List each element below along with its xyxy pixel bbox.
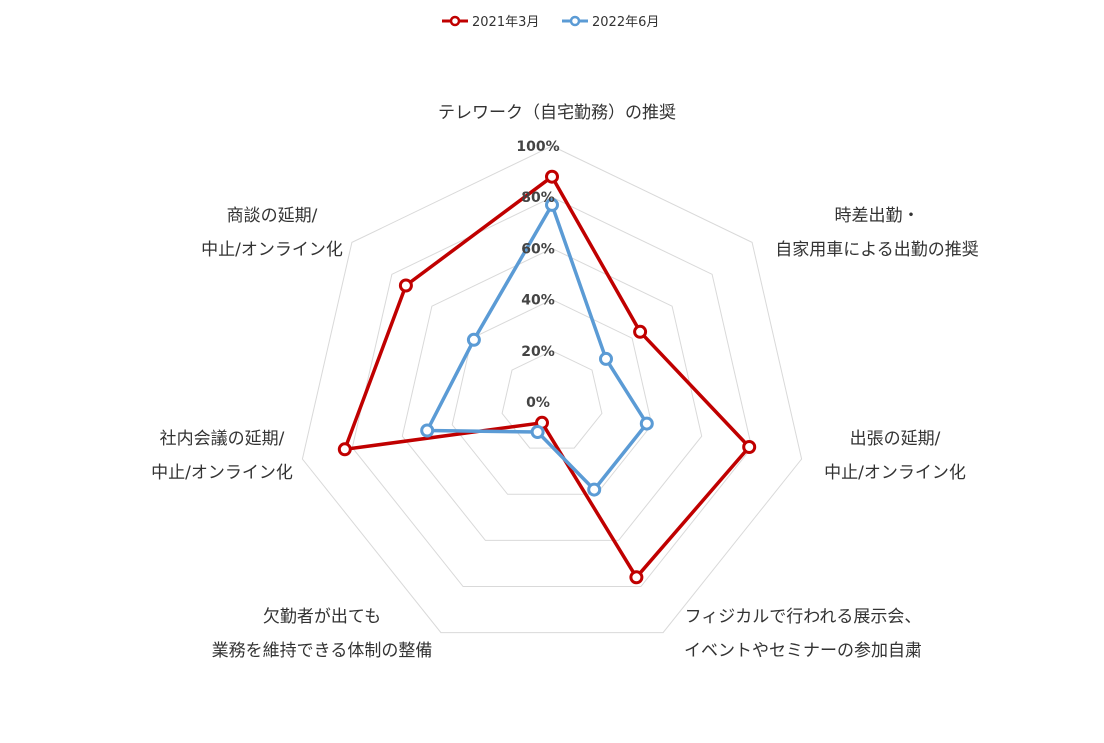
data-point xyxy=(599,351,613,366)
category-label: 時差出勤・ xyxy=(835,206,920,226)
legend-label: 2021年3月 xyxy=(472,15,539,30)
data-point xyxy=(742,440,757,454)
tick-label: 60% xyxy=(521,241,555,257)
category-label: フィジカルで行われる展示会、 xyxy=(685,607,922,627)
tick-label: 0% xyxy=(526,395,550,411)
data-point xyxy=(545,169,559,184)
category-label: 業務を維持できる体制の整備 xyxy=(212,641,433,661)
data-point xyxy=(530,425,545,439)
grid-ring xyxy=(351,196,753,587)
category-labels: テレワーク（自宅勤務）の推奨時差出勤・自家用車による出勤の推奨出張の延期/中止/… xyxy=(151,103,979,661)
data-point xyxy=(420,423,435,438)
tick-label: 20% xyxy=(521,344,555,360)
data-point xyxy=(629,570,644,585)
category-label: 中止/オンライン化 xyxy=(201,240,343,260)
category-label: 商談の延期/ xyxy=(227,206,318,226)
data-point xyxy=(639,416,654,431)
category-label: 欠勤者が出ても xyxy=(263,607,381,627)
tick-label: 80% xyxy=(521,190,555,206)
category-label: 中止/オンライン化 xyxy=(824,463,966,483)
series-line-2 xyxy=(425,203,649,492)
data-point xyxy=(545,197,559,212)
tick-label: 100% xyxy=(516,139,559,155)
radar-grid xyxy=(301,145,803,634)
legend-swatch-marker xyxy=(569,15,581,27)
category-label: テレワーク（自宅勤務）の推奨 xyxy=(438,103,676,123)
category-label: 社内会議の延期/ xyxy=(160,429,285,449)
data-point xyxy=(466,332,481,347)
legend: 2021年3月 2022年6月 xyxy=(442,15,659,30)
data-point xyxy=(633,324,648,339)
grid-ring xyxy=(401,247,703,541)
radial-tick-labels: 0% 20% 40% 60% 80% 100% xyxy=(516,139,559,411)
data-point xyxy=(337,442,352,457)
tick-label: 40% xyxy=(521,293,555,309)
category-label: 中止/オンライン化 xyxy=(151,463,293,483)
category-label: 出張の延期/ xyxy=(850,429,941,449)
data-point xyxy=(398,278,413,293)
grid-ring xyxy=(301,145,803,634)
legend-swatch-marker xyxy=(449,15,461,27)
series-line-1 xyxy=(343,174,751,580)
data-point xyxy=(587,482,602,497)
legend-label: 2022年6月 xyxy=(592,15,659,30)
category-label: イベントやセミナーの参加自粛 xyxy=(684,641,922,661)
radar-series xyxy=(337,169,757,585)
category-label: 自家用車による出勤の推奨 xyxy=(775,240,979,260)
grid-ring xyxy=(501,350,603,449)
